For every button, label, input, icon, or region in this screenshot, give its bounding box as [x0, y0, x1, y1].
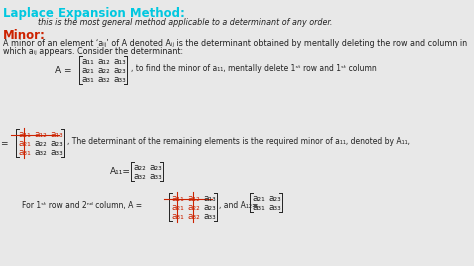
Text: a₃₃: a₃₃ [114, 75, 127, 84]
Text: a₁₁: a₁₁ [82, 57, 94, 66]
Text: a₁₃: a₁₃ [114, 57, 127, 66]
Text: a₂₁: a₂₁ [172, 203, 184, 212]
Text: A =: A = [0, 139, 9, 148]
Text: a₂₃: a₂₃ [150, 163, 163, 172]
Text: a₁₁: a₁₁ [172, 194, 184, 203]
Text: a₂₁: a₂₁ [253, 194, 265, 203]
Text: A₁₁=: A₁₁= [110, 167, 131, 176]
Text: a₃₂: a₃₂ [134, 172, 146, 181]
Text: a₂₂: a₂₂ [98, 66, 110, 75]
Text: a₂₁: a₂₁ [82, 66, 94, 75]
Text: a₃₃: a₃₃ [51, 148, 64, 157]
Text: a₃₃: a₃₃ [150, 172, 163, 181]
Text: a₂₂: a₂₂ [35, 139, 47, 148]
Text: a₃₂: a₃₂ [98, 75, 110, 84]
Text: a₃₁: a₃₁ [18, 148, 31, 157]
Text: Minor:: Minor: [3, 29, 46, 42]
Text: , to find the minor of a₁₁, mentally delete 1ˢᵗ row and 1ˢᵗ column: , to find the minor of a₁₁, mentally del… [131, 64, 377, 73]
Text: A =: A = [55, 66, 72, 75]
Text: a₁₃: a₁₃ [51, 130, 64, 139]
Text: For 1ˢᵗ row and 2ⁿᵈ column, A =: For 1ˢᵗ row and 2ⁿᵈ column, A = [22, 201, 142, 210]
Text: a₁₃: a₁₃ [204, 194, 216, 203]
Text: A minor of an element ‘aᵢⱼ’ of A denoted Aᵢⱼ is the determinant obtained by ment: A minor of an element ‘aᵢⱼ’ of A denoted… [3, 39, 467, 48]
Text: a₂₂: a₂₂ [188, 203, 201, 212]
Text: which aᵢⱼ appears. Consider the determinant:: which aᵢⱼ appears. Consider the determin… [3, 47, 183, 56]
Text: a₃₃: a₃₃ [204, 212, 216, 221]
Text: a₃₁: a₃₁ [82, 75, 94, 84]
Text: a₁₁: a₁₁ [18, 130, 31, 139]
Text: , and A₁₂=: , and A₁₂= [219, 201, 259, 210]
Text: a₁₂: a₁₂ [35, 130, 47, 139]
Text: a₂₃: a₂₃ [114, 66, 127, 75]
Text: a₁₂: a₁₂ [98, 57, 110, 66]
Text: a₃₁: a₃₁ [253, 203, 265, 212]
Text: a₂₃: a₂₃ [269, 194, 282, 203]
Text: a₂₃: a₂₃ [51, 139, 64, 148]
Text: a₂₃: a₂₃ [204, 203, 216, 212]
Text: Laplace Expansion Method:: Laplace Expansion Method: [3, 7, 185, 20]
Text: a₃₁: a₃₁ [172, 212, 184, 221]
Text: a₃₂: a₃₂ [188, 212, 201, 221]
Text: a₃₂: a₃₂ [35, 148, 47, 157]
Text: , The determinant of the remaining elements is the required minor of a₁₁, denote: , The determinant of the remaining eleme… [67, 137, 410, 146]
Text: this is the most general method applicable to a determinant of any order.: this is the most general method applicab… [38, 18, 332, 27]
Text: a₂₁: a₂₁ [18, 139, 31, 148]
Text: a₂₂: a₂₂ [134, 163, 146, 172]
Text: a₃₃: a₃₃ [269, 203, 282, 212]
Text: a₁₂: a₁₂ [188, 194, 201, 203]
